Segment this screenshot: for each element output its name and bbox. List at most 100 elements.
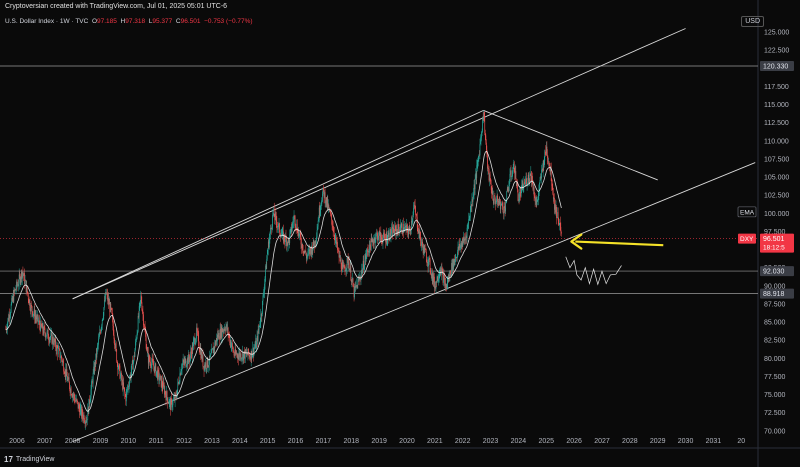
candle-body	[490, 184, 492, 190]
candle-body	[428, 258, 429, 267]
candle-body	[11, 298, 13, 305]
candle-body	[559, 222, 561, 225]
candle-body	[371, 239, 373, 241]
candle-body	[526, 184, 528, 186]
candle-body	[331, 219, 333, 226]
candle-body	[174, 394, 176, 402]
candle-body	[202, 355, 204, 367]
candle-body	[431, 271, 433, 276]
candle-body	[164, 386, 165, 395]
candle-body	[447, 278, 449, 283]
candle-body	[92, 372, 94, 384]
candle-body	[387, 235, 389, 241]
candle-body	[219, 329, 221, 340]
candle-body	[153, 366, 155, 373]
candle-body	[82, 409, 83, 416]
candle-body	[323, 187, 324, 190]
candle-body	[389, 228, 391, 241]
candle-body	[271, 226, 273, 230]
candle-body	[52, 336, 54, 343]
candle-body	[195, 338, 197, 343]
candle-body	[44, 326, 45, 328]
candle-body	[310, 249, 312, 255]
candle-body	[91, 381, 92, 390]
candle-body	[495, 201, 497, 205]
candle-body	[108, 298, 110, 305]
candle-body	[499, 199, 501, 203]
candle-body	[450, 274, 452, 276]
x-tick-label: 2026	[566, 438, 582, 445]
candle-body	[292, 222, 293, 229]
candle-body	[299, 232, 301, 235]
candle-body	[145, 336, 147, 349]
candle-body	[457, 246, 459, 252]
candle-body	[34, 309, 36, 320]
candle-body	[16, 281, 18, 286]
x-tick-label: 2024	[511, 438, 527, 445]
candle-body	[24, 273, 25, 285]
candle-body	[336, 237, 337, 245]
currency-button[interactable]: USD	[741, 16, 764, 27]
candle-body	[327, 205, 329, 209]
candle-body	[402, 223, 404, 234]
candle-body	[136, 333, 138, 339]
candle-body	[324, 192, 325, 198]
y-tick-label: 117.500	[764, 84, 789, 91]
candle-body	[49, 338, 51, 342]
candle-body	[415, 210, 416, 215]
y-tick-label: 112.500	[764, 120, 789, 127]
candle-body	[205, 362, 207, 369]
candle-body	[314, 244, 315, 247]
symbol-name[interactable]: U.S. Dollar Index · 1W · TVC	[5, 18, 89, 25]
candle-body	[32, 314, 34, 316]
candle-body	[66, 369, 68, 377]
candle-body	[297, 230, 299, 236]
candle-body	[272, 213, 274, 215]
candle-body	[214, 342, 216, 350]
candle-body	[481, 132, 482, 138]
candle-body	[445, 284, 447, 290]
candle-body	[167, 397, 168, 404]
candle-body	[391, 226, 393, 229]
candle-body	[441, 268, 443, 270]
candle-body	[340, 259, 342, 269]
candle-body	[516, 180, 517, 186]
candle-body	[470, 204, 472, 211]
candle-body	[39, 325, 41, 331]
candle-body	[455, 257, 457, 261]
candle-body	[47, 330, 49, 339]
candle-body	[145, 331, 146, 337]
candle-body	[238, 355, 240, 360]
candle-body	[125, 395, 127, 402]
candle-body	[339, 254, 341, 262]
candle-body	[465, 238, 466, 240]
candle-body	[533, 187, 535, 196]
candle-body	[451, 263, 452, 275]
candle-body	[236, 354, 238, 356]
candle-body	[356, 284, 358, 287]
candle-body	[215, 338, 217, 342]
candle-body	[9, 315, 11, 319]
x-tick-label: 2027	[594, 438, 610, 445]
candle-body	[285, 235, 286, 243]
current-price-badge	[760, 233, 794, 253]
candle-body	[493, 195, 495, 204]
candle-body	[273, 208, 275, 217]
candle-body	[378, 232, 380, 239]
candle-body	[557, 212, 559, 221]
candle-body	[72, 394, 74, 398]
candle-body	[188, 354, 189, 365]
candle-body	[427, 262, 429, 267]
candle-body	[464, 238, 465, 241]
candle-body	[300, 232, 301, 238]
candle-body	[372, 242, 374, 245]
candle-body	[491, 190, 493, 194]
candle-body	[321, 201, 323, 204]
candle-body	[492, 199, 494, 204]
candle-body	[504, 206, 505, 208]
candle-body	[151, 358, 153, 364]
x-tick-label: 2028	[622, 438, 638, 445]
candle-body	[510, 170, 511, 175]
candle-body	[49, 337, 51, 339]
